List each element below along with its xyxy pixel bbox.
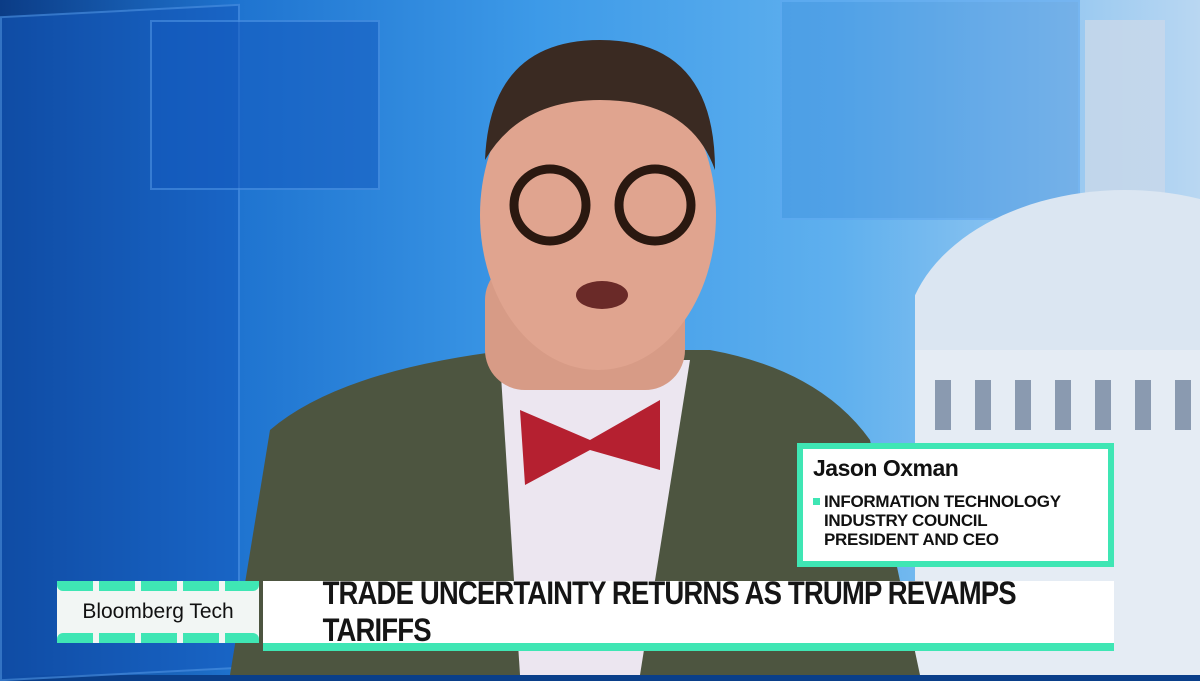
show-name-bug: Bloomberg Tech xyxy=(57,581,259,643)
background-data-screen xyxy=(780,0,1080,220)
headline-bar: TRADE UNCERTAINTY RETURNS AS TRUMP REVAM… xyxy=(263,575,1114,651)
guest-title: INFORMATION TECHNOLOGY INDUSTRY COUNCIL … xyxy=(813,492,1098,549)
scallop-decoration xyxy=(57,581,259,591)
show-name: Bloomberg Tech xyxy=(82,600,234,623)
guest-title-line: INFORMATION TECHNOLOGY xyxy=(824,492,1061,511)
background-chart-screen xyxy=(150,20,380,190)
guest-title-line: INDUSTRY COUNCIL xyxy=(824,511,988,530)
headline-text: TRADE UNCERTAINTY RETURNS AS TRUMP REVAM… xyxy=(322,575,1017,648)
guest-name: Jason Oxman xyxy=(813,455,959,481)
guest-name-box: Jason Oxman INFORMATION TECHNOLOGY INDUS… xyxy=(797,443,1114,567)
guest-title-line: PRESIDENT AND CEO xyxy=(824,530,999,549)
accent-bullet-icon xyxy=(813,498,820,505)
scallop-decoration xyxy=(57,633,259,643)
